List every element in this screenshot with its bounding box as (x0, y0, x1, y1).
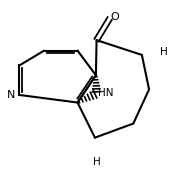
Text: O: O (111, 12, 119, 22)
Text: N: N (6, 90, 15, 100)
Text: H: H (160, 47, 168, 57)
Text: HN: HN (98, 88, 114, 98)
Text: H: H (93, 157, 100, 167)
